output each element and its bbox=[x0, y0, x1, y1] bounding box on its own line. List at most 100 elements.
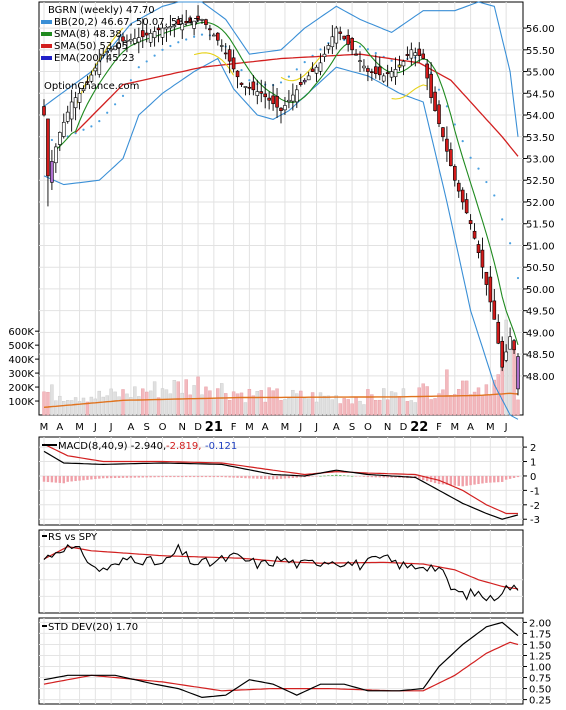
candle-body bbox=[330, 36, 335, 48]
volume-bar bbox=[429, 399, 433, 416]
bb-middle-dot bbox=[145, 60, 148, 63]
std-tick-label: 1.50 bbox=[529, 640, 551, 651]
macd-hist-bar bbox=[86, 475, 89, 480]
macd-hist-bar bbox=[256, 475, 259, 479]
candle-body bbox=[449, 149, 453, 167]
macd-hist-bar bbox=[232, 475, 235, 478]
candle-body bbox=[144, 32, 149, 36]
volume-tick-label: 100K bbox=[8, 397, 34, 408]
volume-bar bbox=[393, 392, 398, 416]
candle-body bbox=[140, 30, 145, 38]
macd-hist-bar bbox=[157, 475, 160, 478]
candle-body bbox=[318, 62, 323, 72]
volume-bar bbox=[50, 384, 54, 416]
x-tick-label: N bbox=[179, 422, 186, 433]
volume-tick-label: 200K bbox=[8, 383, 34, 394]
bb-middle-dot bbox=[82, 128, 85, 131]
bb-middle-dot bbox=[319, 48, 322, 51]
std-panel bbox=[38, 617, 524, 705]
candle-body bbox=[46, 118, 50, 177]
volume-tick-label: 300K bbox=[8, 369, 34, 380]
std-legend: STD DEV(20) 1.70 bbox=[42, 622, 138, 633]
macd-hist-bar bbox=[291, 475, 295, 478]
volume-tick-label: 500K bbox=[8, 341, 34, 352]
volume-bar bbox=[291, 389, 295, 416]
candle-body bbox=[298, 82, 303, 85]
volume-layer bbox=[42, 319, 520, 416]
candle-body bbox=[512, 340, 516, 351]
bb-middle-dot bbox=[469, 156, 472, 159]
macd-hist-bar bbox=[248, 475, 251, 479]
volume-bar bbox=[472, 391, 477, 416]
volume-bar bbox=[449, 395, 453, 416]
candle-body bbox=[409, 49, 414, 59]
candle-body bbox=[346, 34, 350, 45]
candle-body bbox=[496, 321, 501, 344]
volume-bar bbox=[188, 394, 192, 416]
candle-body bbox=[338, 31, 343, 34]
volume-bar bbox=[208, 390, 212, 416]
macd-hist-bar bbox=[177, 475, 180, 478]
volume-bar bbox=[180, 392, 184, 416]
x-tick-label: A bbox=[262, 422, 269, 433]
bb-middle-dot bbox=[343, 38, 346, 42]
volume-bar bbox=[239, 392, 244, 416]
candle-body bbox=[65, 111, 70, 122]
volume-bar bbox=[457, 389, 461, 416]
candle-body bbox=[109, 48, 113, 51]
candle-body bbox=[401, 61, 406, 67]
volume-bar bbox=[220, 383, 224, 416]
candle-body bbox=[117, 43, 121, 48]
macd-hist-bar bbox=[188, 475, 192, 478]
macd-hist-bar bbox=[133, 475, 137, 478]
volume-bar bbox=[350, 403, 354, 416]
candle-body bbox=[488, 276, 493, 303]
volume-bar bbox=[417, 387, 421, 416]
std-tick-label: 1.25 bbox=[529, 651, 551, 662]
macd-hist-bar bbox=[129, 475, 133, 478]
candle-body bbox=[61, 121, 66, 137]
candle-body bbox=[235, 70, 240, 78]
macd-hist-bar bbox=[271, 475, 275, 480]
legend-label: EMA(200) 45.23 bbox=[54, 53, 134, 64]
price-tick-label: 50.00 bbox=[526, 285, 555, 296]
x-tick-label: F bbox=[231, 422, 237, 433]
x-tick-label: O bbox=[159, 422, 167, 433]
price-tick-label: 56.00 bbox=[526, 24, 555, 35]
x-tick-label: M bbox=[281, 422, 290, 433]
volume-bar bbox=[441, 389, 445, 416]
macd-hist-bar bbox=[224, 475, 227, 478]
macd-hist-bar bbox=[109, 475, 113, 479]
macd-hist-bar bbox=[441, 475, 445, 485]
x-tick-label: 21 bbox=[205, 420, 223, 435]
volume-bar bbox=[168, 393, 173, 416]
candle-body bbox=[464, 199, 469, 214]
volume-bar bbox=[310, 392, 315, 416]
x-tick-label: D bbox=[400, 422, 408, 433]
bb-middle-dot bbox=[303, 61, 306, 64]
volume-bar bbox=[152, 381, 157, 416]
macd-title: MACD(8,40,9) -2.940, bbox=[58, 441, 166, 452]
price-tick-label: 55.00 bbox=[526, 68, 555, 79]
macd-hist-bar bbox=[58, 475, 61, 483]
volume-bar bbox=[156, 397, 161, 416]
candle-body bbox=[121, 36, 125, 42]
x-tick-label: M bbox=[75, 422, 84, 433]
volume-bar bbox=[73, 397, 78, 416]
chart-title: BGRN (weekly) 47.70 bbox=[48, 5, 155, 16]
candles bbox=[42, 5, 520, 396]
candle-body bbox=[73, 97, 78, 109]
macd-hist-bar bbox=[469, 475, 472, 486]
legend-swatch bbox=[41, 44, 52, 48]
bb-middle-dot bbox=[501, 218, 504, 221]
rs-panel bbox=[38, 529, 524, 614]
volume-bar bbox=[401, 388, 406, 416]
watermark: OptionChance.com bbox=[44, 81, 139, 92]
volume-bar bbox=[492, 379, 496, 416]
bb-middle-dot bbox=[287, 75, 290, 78]
candle-body bbox=[89, 74, 94, 82]
volume-bar bbox=[303, 397, 307, 416]
legend-label: BB(20,2) 46.67, 50.07, 53.47 bbox=[54, 17, 200, 28]
candle-body bbox=[354, 53, 358, 56]
volume-bar bbox=[129, 397, 133, 416]
